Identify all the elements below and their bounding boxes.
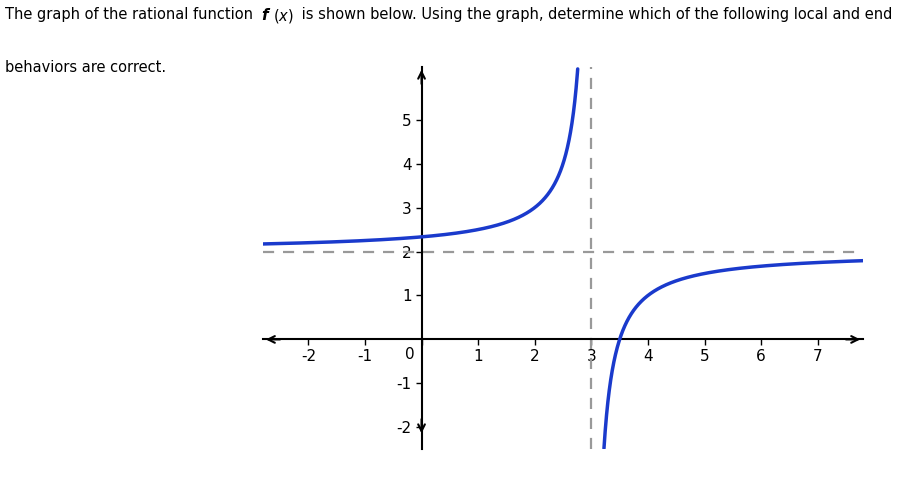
Text: 0: 0 — [404, 348, 414, 362]
Text: The graph of the rational function: The graph of the rational function — [5, 7, 258, 22]
Text: is shown below. Using the graph, determine which of the following local and end: is shown below. Using the graph, determi… — [297, 7, 893, 22]
Text: behaviors are correct.: behaviors are correct. — [5, 60, 166, 75]
Text: $(x)$: $(x)$ — [273, 7, 294, 25]
Text: $\boldsymbol{f}$: $\boldsymbol{f}$ — [260, 7, 271, 23]
